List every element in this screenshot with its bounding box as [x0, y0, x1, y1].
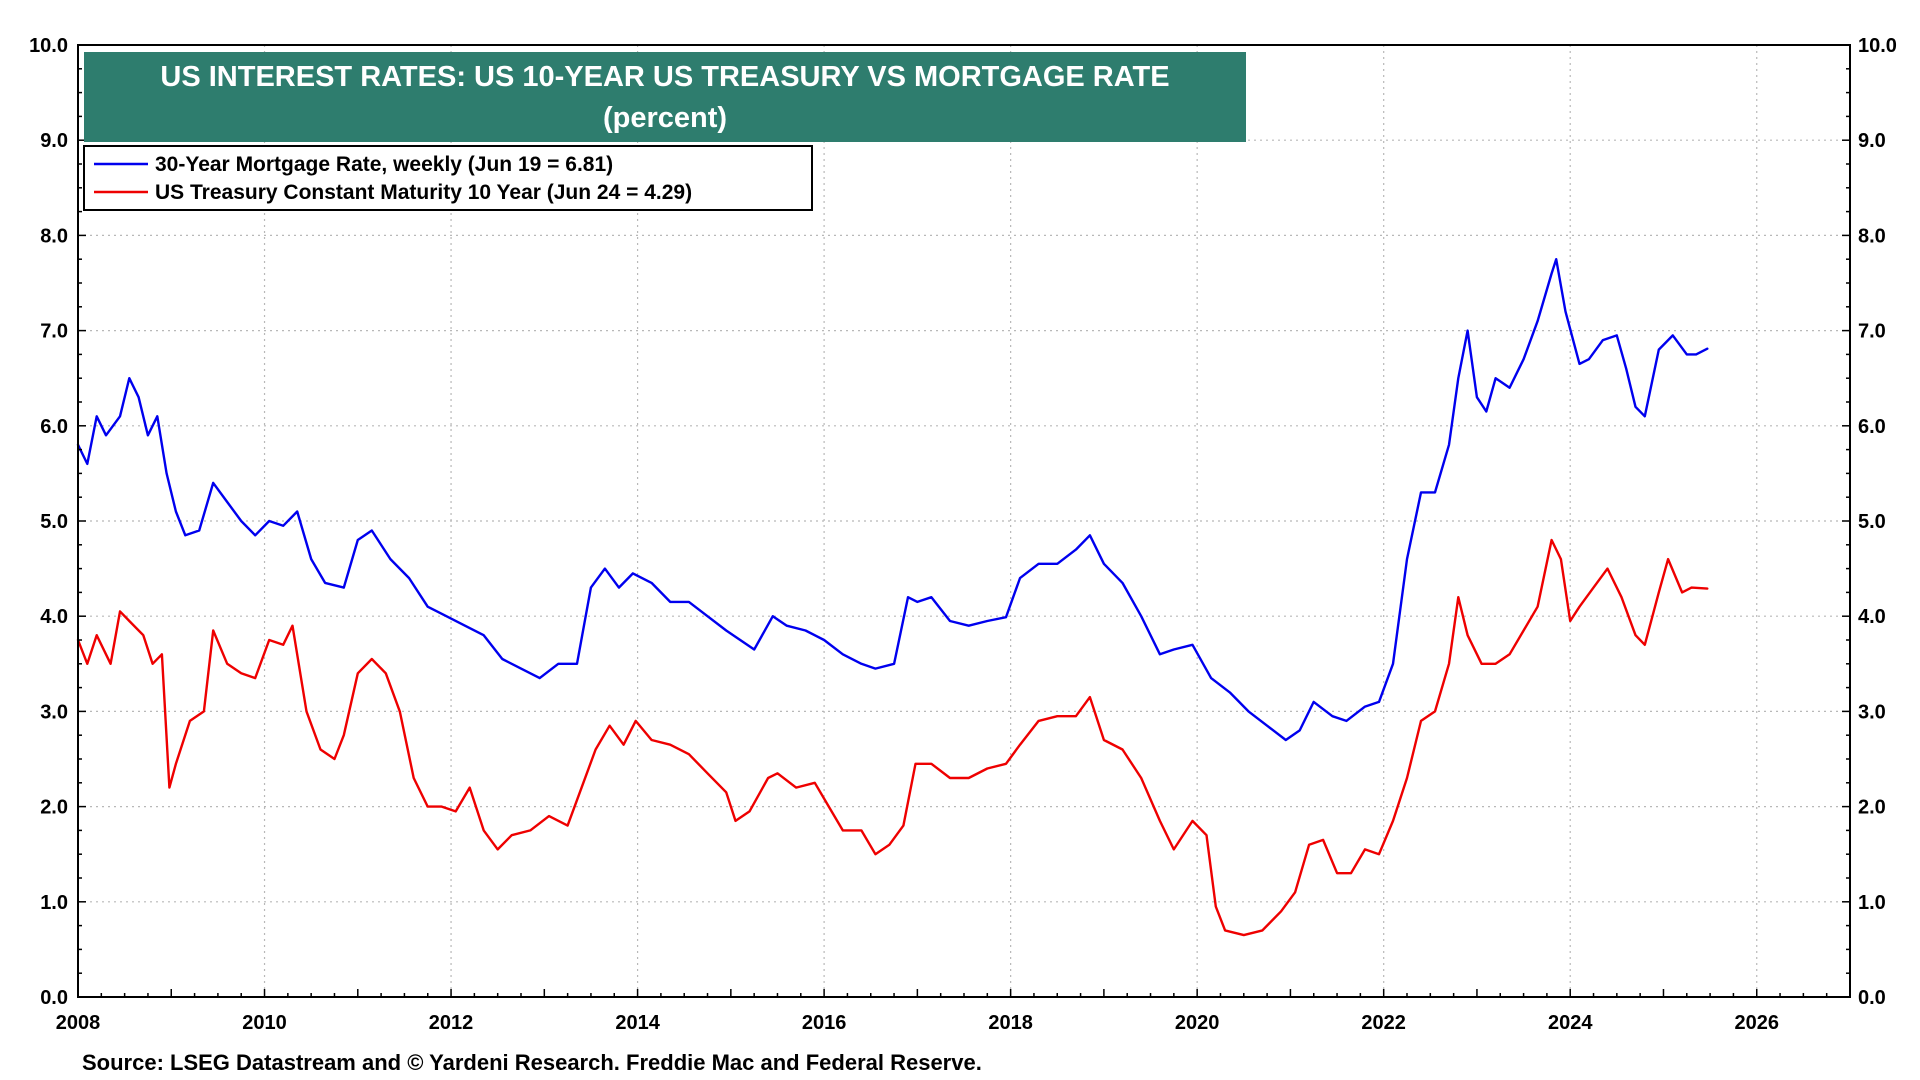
x-tick-1: 2010 [242, 1012, 287, 1034]
y-tick-left-10: 10.0 [29, 35, 68, 57]
y-tick-left-7: 7.0 [40, 321, 68, 343]
y-tick-left-0: 0.0 [40, 987, 68, 1009]
y-tick-right-9: 9.0 [1858, 130, 1886, 152]
y-tick-right-2: 2.0 [1858, 797, 1886, 819]
y-tick-right-0: 0.0 [1858, 987, 1886, 1009]
y-axis-right-labels: 0.0 1.0 2.0 3.0 4.0 5.0 6.0 7.0 8.0 9.0 10.0 [1858, 35, 1897, 1009]
y-axis-left-labels: 0.0 1.0 2.0 3.0 4.0 5.0 6.0 7.0 8.0 9.0 10.0 [29, 35, 68, 1009]
x-axis-labels: 2008 2010 2012 2014 2016 2018 2020 2022 2024 2026 [56, 1012, 1779, 1034]
y-tick-right-7: 7.0 [1858, 321, 1886, 343]
y-tick-left-3: 3.0 [40, 701, 68, 723]
series-lines [76, 258, 1709, 937]
y-tick-left-5: 5.0 [40, 511, 68, 533]
chart-subtitle: (percent) [603, 102, 727, 134]
chart-title: US INTEREST RATES: US 10-YEAR US TREASUR… [160, 61, 1169, 93]
y-tick-right-10: 10.0 [1858, 35, 1897, 57]
y-tick-right-1: 1.0 [1858, 892, 1886, 914]
y-tick-right-3: 3.0 [1858, 701, 1886, 723]
y-tick-left-9: 9.0 [40, 130, 68, 152]
x-tick-9: 2026 [1734, 1012, 1779, 1034]
x-tick-6: 2020 [1175, 1012, 1220, 1034]
y-tick-right-4: 4.0 [1858, 606, 1886, 628]
x-tick-3: 2014 [615, 1012, 660, 1034]
x-tick-4: 2016 [802, 1012, 847, 1034]
y-tick-left-2: 2.0 [40, 797, 68, 819]
legend-label-mortgage: 30-Year Mortgage Rate, weekly (Jun 19 = … [155, 153, 613, 176]
legend: 30-Year Mortgage Rate, weekly (Jun 19 = … [83, 145, 813, 211]
y-tick-left-1: 1.0 [40, 892, 68, 914]
title-box: US INTEREST RATES: US 10-YEAR US TREASUR… [84, 52, 1246, 142]
x-tick-5: 2018 [988, 1012, 1033, 1034]
x-tick-2: 2012 [429, 1012, 474, 1034]
y-tick-right-6: 6.0 [1858, 416, 1886, 438]
legend-label-treasury: US Treasury Constant Maturity 10 Year (J… [155, 181, 692, 204]
y-tick-left-6: 6.0 [40, 416, 68, 438]
x-tick-0: 2008 [56, 1012, 101, 1034]
x-tick-7: 2022 [1361, 1012, 1406, 1034]
y-tick-left-4: 4.0 [40, 606, 68, 628]
source-note: Source: LSEG Datastream and © Yardeni Re… [82, 1050, 982, 1075]
x-tick-8: 2024 [1548, 1012, 1593, 1034]
legend-box [83, 145, 813, 211]
y-tick-right-8: 8.0 [1858, 225, 1886, 247]
y-tick-left-8: 8.0 [40, 225, 68, 247]
plot-area [76, 258, 1709, 937]
series-line-0 [76, 258, 1709, 742]
y-tick-right-5: 5.0 [1858, 511, 1886, 533]
series-line-1 [76, 538, 1709, 937]
minor-ticks [77, 44, 1851, 998]
